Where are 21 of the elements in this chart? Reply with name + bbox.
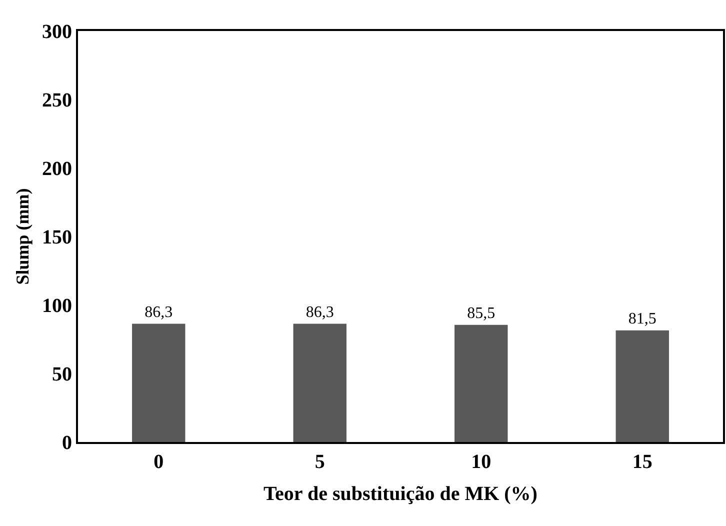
data-label: 86,3	[144, 304, 173, 321]
x-tick-label: 0	[154, 451, 164, 473]
bar	[616, 330, 669, 442]
y-tick-label: 100	[42, 295, 72, 317]
x-tick-label: 15	[632, 451, 652, 473]
x-axis-title: Teor de substituição de MK (%)	[264, 483, 538, 505]
y-tick-label: 150	[42, 226, 72, 248]
bar	[293, 324, 346, 442]
data-label: 86,3	[306, 304, 334, 321]
x-tick-label: 10	[471, 451, 492, 473]
data-label: 85,5	[467, 304, 496, 322]
y-tick-label: 250	[42, 90, 72, 112]
y-tick-label: 0	[62, 432, 72, 454]
bar	[132, 324, 186, 442]
y-axis-title: Slump (mm)	[12, 188, 33, 285]
bar	[454, 324, 508, 442]
x-tick-label: 5	[314, 451, 325, 473]
y-tick-label: 300	[42, 21, 72, 43]
y-tick-label: 200	[42, 158, 72, 180]
data-label: 81,5	[628, 310, 656, 328]
y-tick-label: 50	[52, 364, 72, 386]
